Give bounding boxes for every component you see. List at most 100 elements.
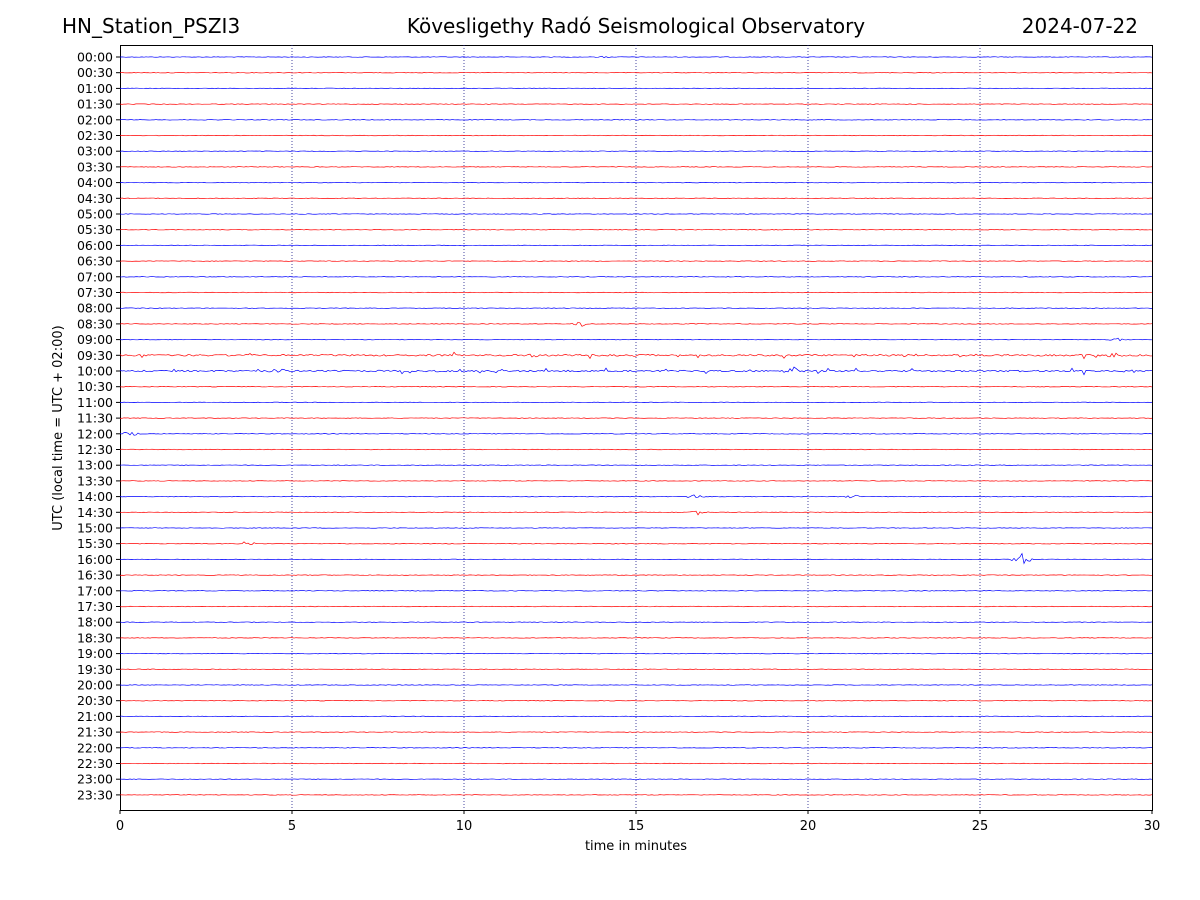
x-tick-label: 30 [1144, 819, 1161, 834]
trace-line [119, 494, 1153, 499]
grid-lines [291, 45, 981, 810]
x-tick-label: 25 [972, 819, 989, 834]
y-tick-label: 03:30 [77, 159, 113, 174]
trace-line [119, 510, 1153, 516]
x-axis-label: time in minutes [585, 839, 687, 854]
trace-line [119, 605, 1153, 608]
trace-line [119, 72, 1153, 74]
y-tick-label: 17:00 [77, 583, 113, 598]
trace-line [119, 574, 1153, 576]
y-tick-label: 12:30 [77, 442, 113, 457]
y-tick-label: 16:00 [77, 552, 113, 567]
x-tick-label: 5 [288, 819, 296, 834]
y-tick-label: 10:30 [77, 379, 113, 394]
trace-line [119, 386, 1153, 388]
trace-line [119, 351, 1153, 360]
y-tick-label: 00:00 [77, 50, 113, 65]
trace-line [119, 684, 1153, 686]
trace-line [119, 401, 1153, 404]
y-tick-label: 16:30 [77, 568, 113, 583]
trace-line [119, 590, 1153, 592]
y-tick-label: 20:00 [77, 678, 113, 693]
trace-line [119, 197, 1153, 199]
y-tick-label: 06:30 [77, 254, 113, 269]
trace-line [119, 652, 1153, 655]
y-tick-label: 13:00 [77, 458, 113, 473]
y-tick-label: 18:00 [77, 615, 113, 630]
trace-line [119, 762, 1153, 765]
y-tick-label: 01:00 [77, 81, 113, 96]
trace-line [119, 307, 1153, 309]
trace-line [119, 794, 1153, 796]
y-axis: 00:0000:3001:0001:3002:0002:3003:0003:30… [77, 50, 120, 802]
y-tick-label: 22:00 [77, 740, 113, 755]
trace-line [119, 276, 1153, 278]
chart-title: Kövesligethy Radó Seismological Observat… [406, 14, 866, 38]
y-tick-label: 05:00 [77, 207, 113, 222]
trace-line [119, 448, 1153, 451]
y-tick-label: 15:30 [77, 536, 113, 551]
trace-line [119, 731, 1153, 733]
y-tick-label: 02:30 [77, 128, 113, 143]
plot-frame [120, 45, 1153, 811]
x-tick-label: 0 [116, 819, 124, 834]
trace-line [119, 229, 1153, 231]
trace-line [119, 244, 1153, 247]
x-tick-label: 15 [628, 819, 645, 834]
y-tick-label: 03:00 [77, 144, 113, 159]
trace-line [119, 541, 1153, 545]
y-tick-label: 18:30 [77, 630, 113, 645]
y-tick-label: 09:00 [77, 332, 113, 347]
trace-line [119, 166, 1153, 168]
traces [119, 55, 1153, 796]
y-axis-label: UTC (local time = UTC + 02:00) [51, 325, 66, 530]
trace-line [119, 213, 1153, 215]
y-tick-label: 07:00 [77, 269, 113, 284]
trace-line [119, 700, 1153, 702]
y-tick-label: 04:00 [77, 175, 113, 190]
y-tick-label: 07:30 [77, 285, 113, 300]
y-tick-label: 01:30 [77, 97, 113, 112]
y-tick-label: 02:00 [77, 112, 113, 127]
trace-line [119, 260, 1153, 262]
y-tick-label: 23:30 [77, 787, 113, 802]
trace-line [119, 747, 1153, 749]
y-tick-label: 04:30 [77, 191, 113, 206]
trace-line [119, 291, 1153, 294]
y-tick-label: 19:00 [77, 646, 113, 661]
x-tick-label: 10 [456, 819, 473, 834]
y-tick-label: 21:00 [77, 709, 113, 724]
trace-line [119, 637, 1153, 639]
y-tick-label: 15:00 [77, 521, 113, 536]
y-tick-label: 12:00 [77, 426, 113, 441]
trace-line [119, 181, 1153, 184]
trace-line [119, 150, 1153, 152]
trace-line [119, 431, 1153, 436]
trace-line [119, 480, 1153, 482]
trace-line [119, 87, 1153, 90]
trace-line [119, 134, 1153, 137]
trace-line [119, 321, 1153, 327]
y-tick-label: 14:00 [77, 489, 113, 504]
y-tick-label: 00:30 [77, 65, 113, 80]
trace-line [119, 417, 1153, 419]
y-tick-label: 20:30 [77, 693, 113, 708]
trace-line [119, 103, 1153, 105]
y-tick-label: 06:00 [77, 238, 113, 253]
trace-line [119, 621, 1153, 623]
x-tick-label: 20 [800, 819, 817, 834]
y-tick-label: 19:30 [77, 662, 113, 677]
trace-line [119, 527, 1153, 529]
chart-date: 2024-07-22 [1021, 14, 1138, 38]
y-tick-label: 13:30 [77, 473, 113, 488]
y-tick-label: 05:30 [77, 222, 113, 237]
trace-line [119, 119, 1153, 121]
y-tick-label: 09:30 [77, 348, 113, 363]
trace-line [119, 778, 1153, 780]
y-tick-label: 08:30 [77, 316, 113, 331]
trace-line [119, 464, 1153, 466]
trace-line [119, 715, 1153, 718]
y-tick-label: 17:30 [77, 599, 113, 614]
y-tick-label: 10:00 [77, 364, 113, 379]
